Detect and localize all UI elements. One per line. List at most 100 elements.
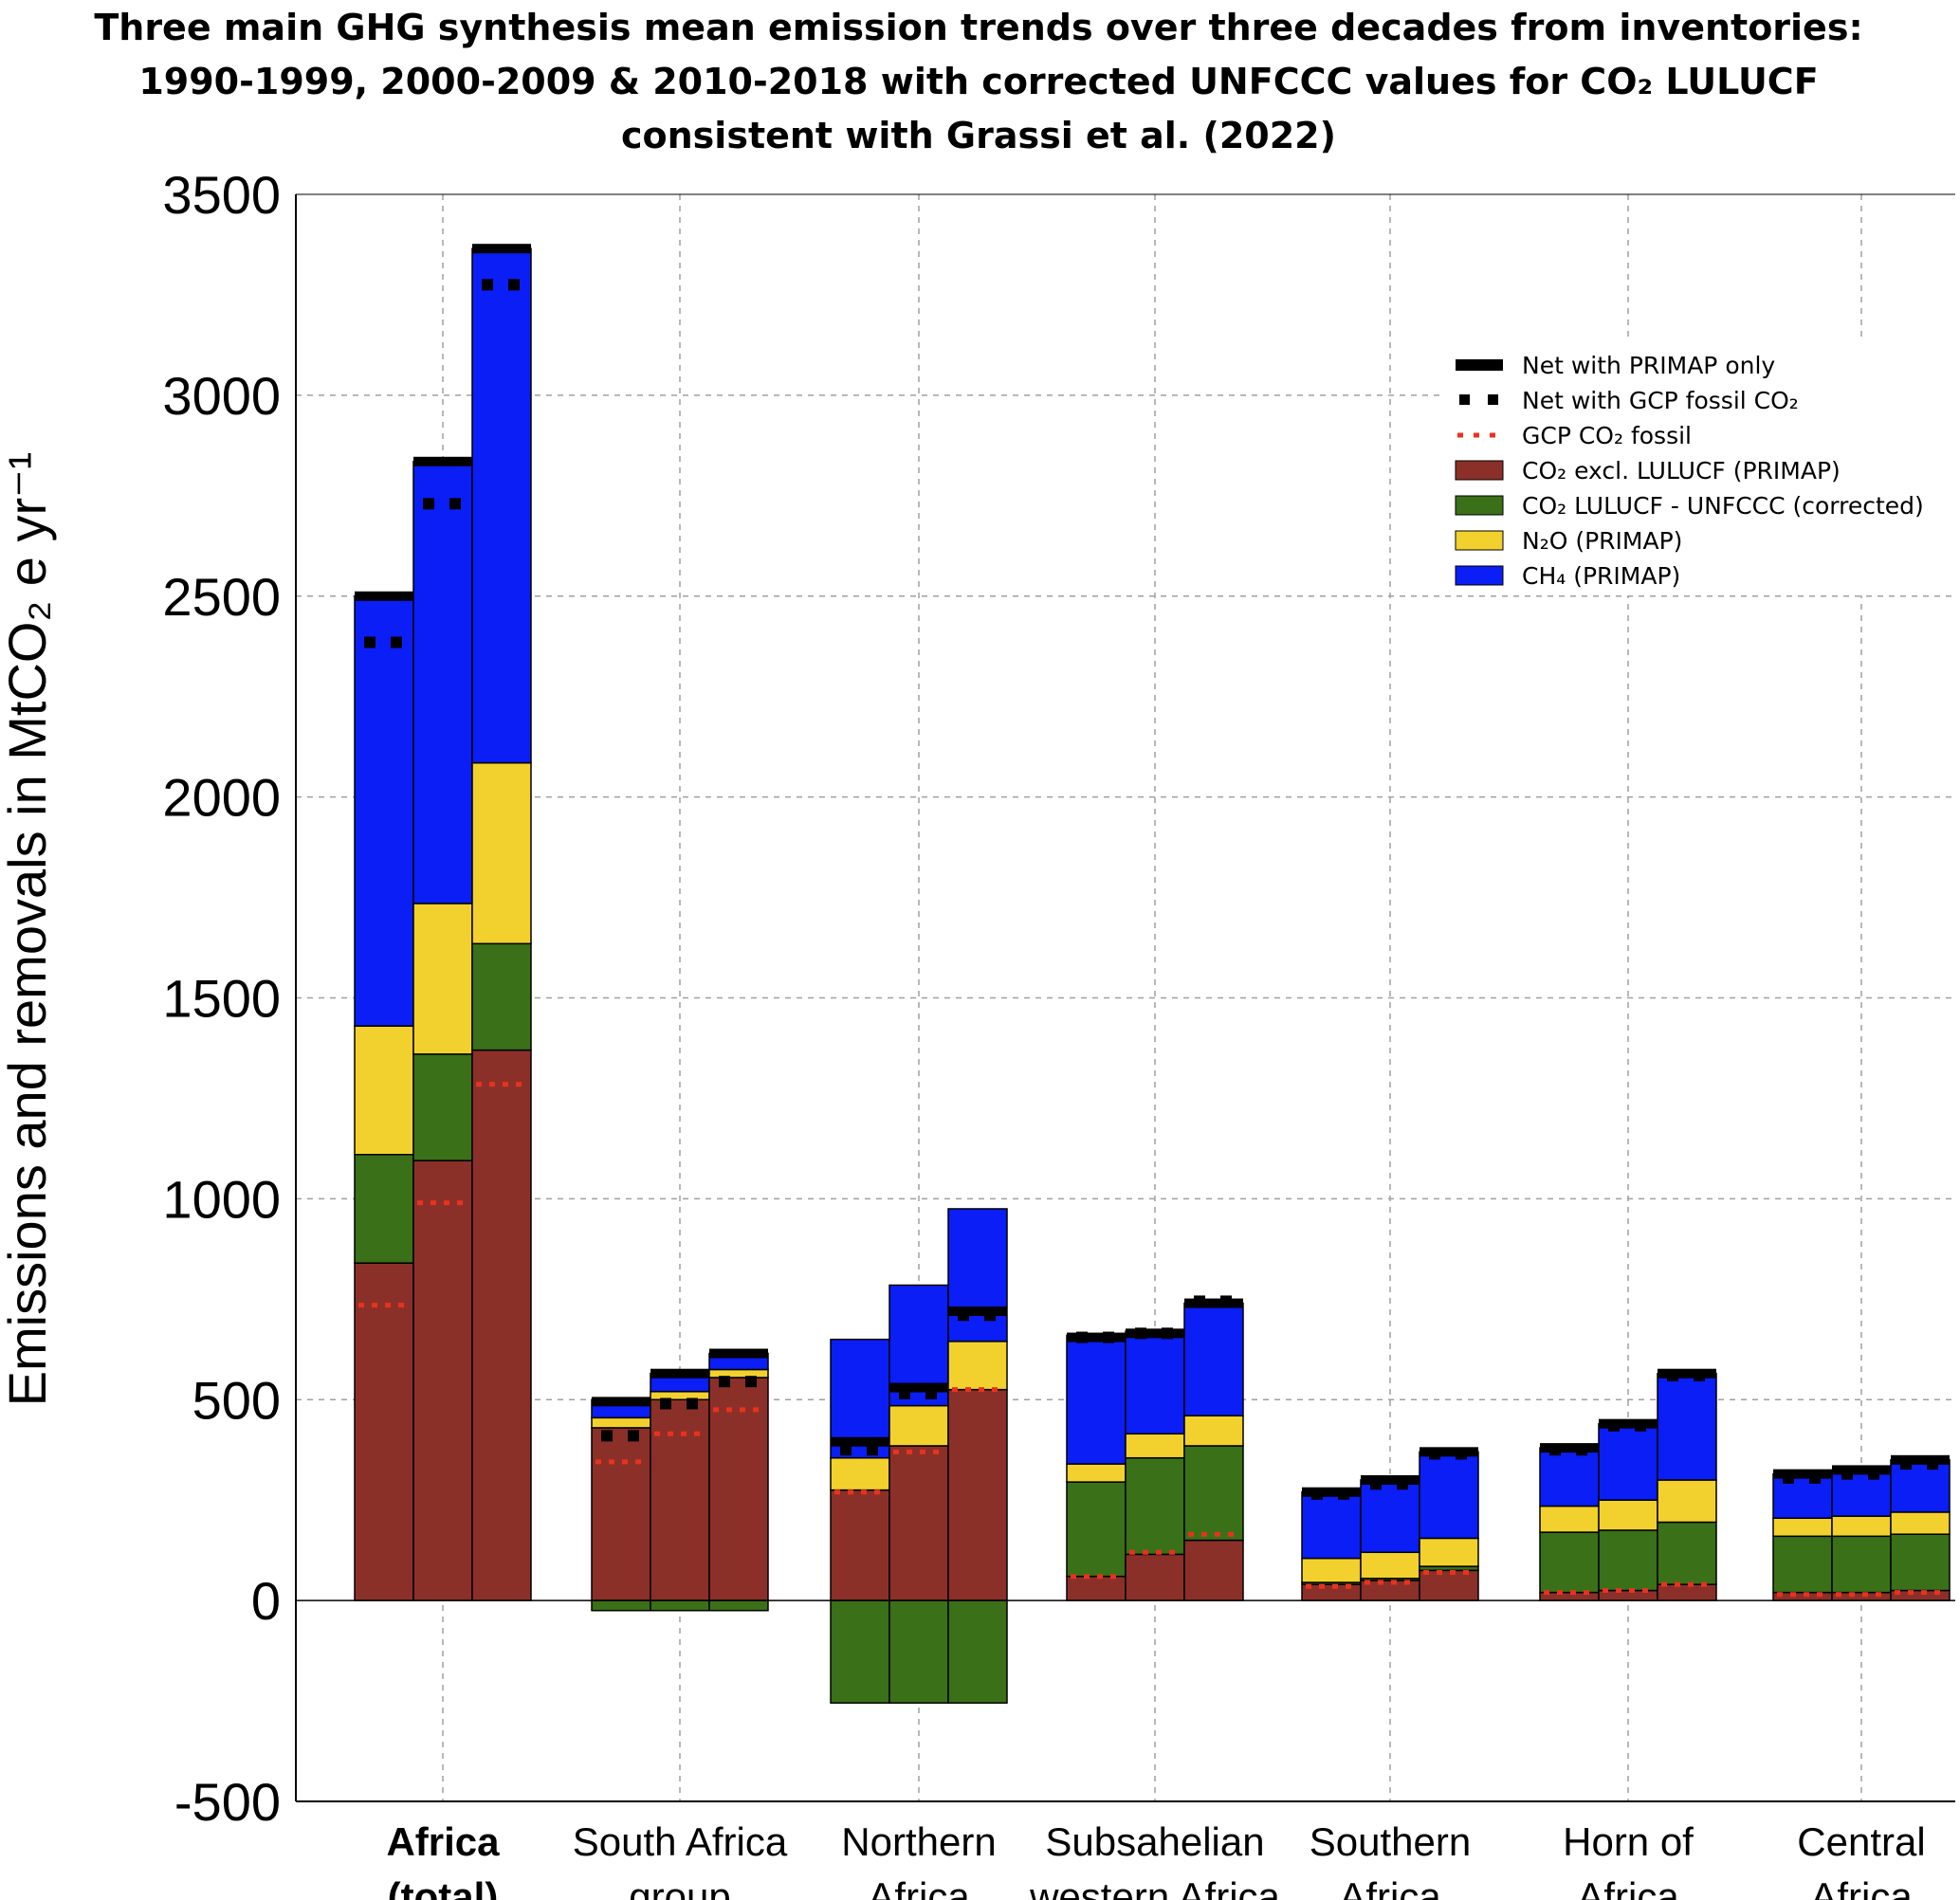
bar-3-1-net-gcp-dot-0 [1135,1327,1146,1340]
bar-5-0-lulucf [1539,1531,1600,1594]
bar-0-0-net-primap [355,591,413,601]
bar-3-0-net-gcp-dot-0 [1076,1331,1088,1343]
chart-title: Three main GHG synthesis mean emission t… [94,7,1862,156]
bar-5-2-ch4 [1657,1372,1717,1481]
bar-2-1-net-gcp-dot-1 [925,1387,937,1399]
bar-0-1-net-primap [413,456,472,466]
category-label-1-1: group [629,1874,730,1900]
bar-4-1-n2o [1360,1551,1420,1580]
bar-3-1-ch4 [1125,1330,1185,1435]
bar-1-2-net-primap [709,1348,768,1359]
bar-1-0-net-primap [592,1397,650,1407]
category-label-4-0: Southern [1310,1819,1471,1864]
bar-4-2-net-gcp-dot-0 [1429,1448,1440,1460]
category-label-3-1: western Africa [1029,1874,1280,1900]
bar-6-0-net-primap [1773,1469,1832,1479]
bar-6-0-n2o [1772,1517,1833,1538]
bar-3-1-co2 [1125,1553,1185,1601]
y-axis-label: Emissions and removals in MtCO₂ e yr⁻¹ [0,452,57,1407]
bar-1-0-lulucf [591,1599,651,1612]
y-tick-label-4: 1500 [162,969,281,1029]
axes-layer [295,193,1955,1802]
category-label-5-0: Horn of [1563,1819,1694,1864]
bar-0-0-net-gcp-dot-0 [364,636,376,649]
category-label-6-1: Africa [1810,1874,1913,1900]
bar-3-0-net-gcp-dot-1 [1103,1331,1114,1343]
category-label-3-0: Subsahelian [1045,1819,1264,1864]
bar-2-2-net-gcp-dot-1 [984,1309,996,1322]
bar-1-2-lulucf [708,1599,769,1612]
bar-3-2-net-gcp-dot-0 [1194,1295,1205,1307]
bar-5-2-net-gcp-dot-1 [1694,1369,1705,1381]
bar-2-1-co2 [888,1445,949,1601]
bar-6-1-net-gcp-dot-0 [1841,1468,1853,1480]
bar-5-1-ch4 [1598,1422,1658,1501]
bar-0-1-co2 [412,1160,473,1601]
bar-0-0-co2 [354,1262,414,1601]
bar-3-0-co2 [1066,1575,1127,1601]
legend: Net with PRIMAP only Net with GCP fossil … [1441,341,1953,595]
bar-5-0-n2o [1539,1505,1600,1533]
bar-5-2-co2 [1657,1583,1717,1601]
bar-4-1-net-primap [1361,1475,1420,1485]
bar-2-2-net-gcp-dot-0 [958,1309,969,1322]
legend-swatch-lulucf [1455,495,1504,516]
bar-5-2-lulucf [1657,1521,1717,1585]
legend-swatch-ch4 [1455,565,1504,586]
category-label-6-0: Central [1797,1819,1925,1864]
bar-3-1-net-primap [1126,1328,1184,1339]
legend-label-co2: CO₂ excl. LULUCF (PRIMAP) [1522,457,1841,484]
category-label-1-0: South Africa [573,1819,788,1864]
bar-6-0-lulucf [1772,1535,1833,1594]
bar-0-0-net-gcp-dot-1 [391,636,402,649]
bar-2-1-net-primap [889,1382,948,1393]
bar-0-0-n2o [354,1025,414,1156]
bar-3-2-lulucf [1183,1445,1244,1542]
bar-4-2-net-primap [1420,1447,1478,1457]
bar-5-0-net-gcp-dot-1 [1576,1444,1587,1456]
bar-1-1-co2 [650,1398,710,1601]
bar-4-2-n2o [1419,1537,1479,1567]
bar-3-2-co2 [1183,1539,1244,1601]
bar-5-1-net-gcp-dot-1 [1635,1419,1646,1432]
bar-1-0-net-gcp-dot-1 [628,1430,639,1442]
bar-3-2-ch4 [1183,1302,1244,1416]
bar-6-1-n2o [1831,1515,1892,1538]
bar-3-1-lulucf [1125,1456,1185,1556]
y-tick-label-6: 500 [192,1370,281,1430]
bar-5-1-net-primap [1599,1418,1658,1429]
y-tick-label-2: 2500 [162,567,281,627]
bar-5-1-lulucf [1598,1529,1658,1592]
bar-1-0-co2 [591,1427,651,1601]
legend-background [1441,341,1953,595]
bar-4-0-net-gcp-dot-1 [1338,1488,1349,1500]
bar-6-0-net-gcp-dot-0 [1783,1471,1794,1484]
y-tick-label-7: 0 [251,1571,281,1631]
category-label-4-1: Africa [1339,1874,1441,1900]
bar-2-1-net-gcp-dot-0 [899,1387,910,1399]
bar-0-2-ch4 [471,247,532,764]
category-label-2-1: Africa [868,1874,970,1900]
bar-2-2-n2o [947,1341,1008,1391]
y-tick-label-3: 2000 [162,768,281,828]
legend-swatch-n2o [1455,530,1504,551]
bar-2-2-ch4 [947,1208,1008,1343]
bar-4-1-net-gcp-dot-0 [1370,1478,1382,1490]
legend-label-lulucf: CO₂ LULUCF - UNFCCC (corrected) [1522,492,1924,520]
bar-1-1-net-gcp-dot-1 [687,1398,698,1410]
chart-title-line-2: 1990-1999, 2000-2009 & 2010-2018 with co… [138,61,1818,102]
bar-2-0-net-gcp-dot-0 [840,1444,852,1456]
legend-swatch-net_gcp-b [1488,394,1498,405]
bar-6-1-net-primap [1832,1465,1891,1475]
bar-4-2-net-gcp-dot-1 [1456,1448,1467,1460]
bar-0-2-net-gcp-dot-1 [508,279,520,291]
bar-5-2-net-primap [1658,1368,1716,1379]
bar-6-0-net-gcp-dot-1 [1809,1471,1821,1484]
bar-3-0-net-primap [1067,1332,1126,1343]
bar-1-1-net-gcp-dot-0 [660,1398,671,1410]
bar-3-1-net-gcp-dot-1 [1162,1327,1173,1340]
bar-2-0-n2o [830,1456,890,1491]
bar-0-0-lulucf [354,1154,414,1264]
